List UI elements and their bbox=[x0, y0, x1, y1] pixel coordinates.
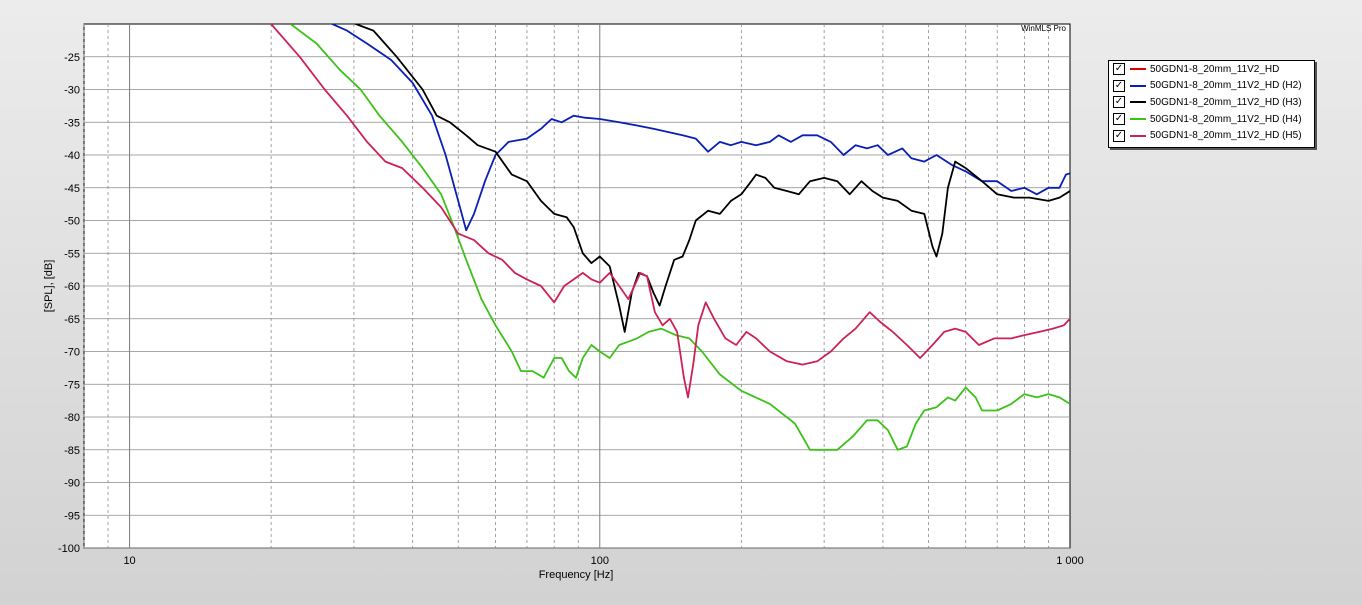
x-tick-label: 1 000 bbox=[1056, 555, 1084, 567]
y-tick-label: -25 bbox=[64, 52, 80, 64]
x-tick-label: 100 bbox=[591, 555, 609, 567]
x-axis-ticks: 10 100 1 000 bbox=[123, 555, 1083, 567]
x-tick-label: 10 bbox=[123, 555, 135, 567]
series-line-2 bbox=[353, 24, 1070, 333]
checkbox-icon[interactable]: ✓ bbox=[1113, 63, 1125, 76]
checkbox-icon[interactable]: ✓ bbox=[1113, 129, 1125, 142]
y-tick-label: -90 bbox=[64, 478, 80, 490]
legend: ✓ 50GDN1-8_20mm_11V2_HD ✓ 50GDN1-8_20mm_… bbox=[1108, 60, 1315, 148]
series-swatch bbox=[1130, 134, 1146, 137]
y-tick-label: -85 bbox=[64, 445, 80, 457]
x-axis-label: Frequency [Hz] bbox=[539, 569, 614, 581]
grid-lines bbox=[83, 24, 1070, 549]
series-line-1 bbox=[329, 24, 1070, 232]
legend-label: 50GDN1-8_20mm_11V2_HD bbox=[1150, 63, 1280, 75]
legend-entry[interactable]: ✓ 50GDN1-8_20mm_11V2_HD (H5) bbox=[1109, 127, 1314, 144]
series-swatch bbox=[1130, 101, 1146, 104]
legend-entry[interactable]: ✓ 50GDN1-8_20mm_11V2_HD (H2) bbox=[1109, 78, 1314, 95]
y-tick-label: -65 bbox=[64, 314, 80, 326]
legend-label: 50GDN1-8_20mm_11V2_HD (H2) bbox=[1150, 80, 1302, 92]
series-line-4 bbox=[270, 24, 1070, 399]
series-swatch bbox=[1130, 118, 1146, 121]
legend-label: 50GDN1-8_20mm_11V2_HD (H5) bbox=[1150, 130, 1302, 142]
y-tick-label: -80 bbox=[64, 412, 80, 424]
legend-label: 50GDN1-8_20mm_11V2_HD (H4) bbox=[1150, 113, 1302, 125]
y-tick-label: -35 bbox=[64, 117, 80, 129]
series-layer bbox=[270, 24, 1070, 451]
legend-entry[interactable]: ✓ 50GDN1-8_20mm_11V2_HD (H4) bbox=[1109, 111, 1314, 128]
y-tick-label: -70 bbox=[64, 347, 80, 359]
legend-entry[interactable]: ✓ 50GDN1-8_20mm_11V2_HD bbox=[1109, 61, 1314, 78]
series-line-3 bbox=[290, 24, 1070, 451]
checkbox-icon[interactable]: ✓ bbox=[1113, 79, 1125, 92]
y-tick-label: -95 bbox=[64, 510, 80, 522]
y-tick-label: -60 bbox=[64, 281, 80, 293]
watermark: WinMLS Pro bbox=[1021, 24, 1066, 33]
checkbox-icon[interactable]: ✓ bbox=[1113, 96, 1125, 109]
y-tick-label: -30 bbox=[64, 85, 80, 97]
y-tick-label: -75 bbox=[64, 379, 80, 391]
legend-entry[interactable]: ✓ 50GDN1-8_20mm_11V2_HD (H3) bbox=[1109, 94, 1314, 111]
series-swatch bbox=[1130, 84, 1146, 87]
y-tick-label: -100 bbox=[58, 543, 80, 555]
y-axis-ticks: -25 -30 -35 -40 -45 -50 -55 -60 -65 -70 -75 -80 -85 -… bbox=[58, 52, 80, 555]
checkbox-icon[interactable]: ✓ bbox=[1113, 113, 1125, 126]
y-axis-label: [SPL], [dB] bbox=[43, 260, 55, 313]
y-tick-label: -40 bbox=[64, 150, 80, 162]
y-tick-label: -50 bbox=[64, 216, 80, 228]
y-tick-label: -45 bbox=[64, 183, 80, 195]
legend-label: 50GDN1-8_20mm_11V2_HD (H3) bbox=[1150, 96, 1302, 108]
series-swatch bbox=[1130, 68, 1146, 71]
y-tick-label: -55 bbox=[64, 248, 80, 260]
